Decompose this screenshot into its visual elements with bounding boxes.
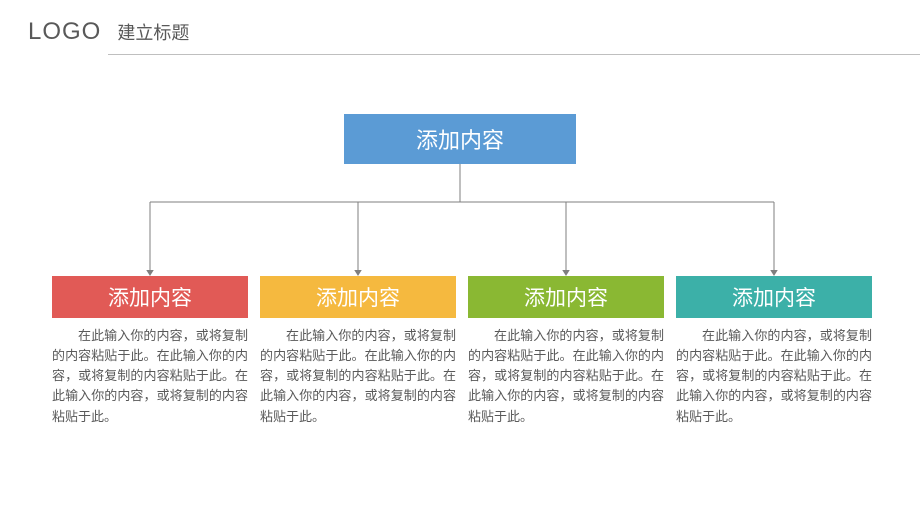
child-node-1: 添加内容	[260, 276, 456, 318]
page-title: 建立标题	[117, 19, 189, 45]
child-node-2: 添加内容	[468, 276, 664, 318]
root-node: 添加内容	[344, 114, 576, 164]
child-text-1: 在此输入你的内容，或将复制的内容粘贴于此。在此输入你的内容，或将复制的内容粘贴于…	[260, 326, 456, 427]
tree-diagram: 添加内容添加内容在此输入你的内容，或将复制的内容粘贴于此。在此输入你的内容，或将…	[0, 54, 920, 518]
logo-text: LOGO	[28, 18, 101, 46]
child-node-0: 添加内容	[52, 276, 248, 318]
header: LOGO 建立标题	[0, 0, 920, 46]
child-text-0: 在此输入你的内容，或将复制的内容粘贴于此。在此输入你的内容，或将复制的内容粘贴于…	[52, 326, 248, 427]
child-text-3: 在此输入你的内容，或将复制的内容粘贴于此。在此输入你的内容，或将复制的内容粘贴于…	[676, 326, 872, 427]
child-node-3: 添加内容	[676, 276, 872, 318]
child-text-2: 在此输入你的内容，或将复制的内容粘贴于此。在此输入你的内容，或将复制的内容粘贴于…	[468, 326, 664, 427]
